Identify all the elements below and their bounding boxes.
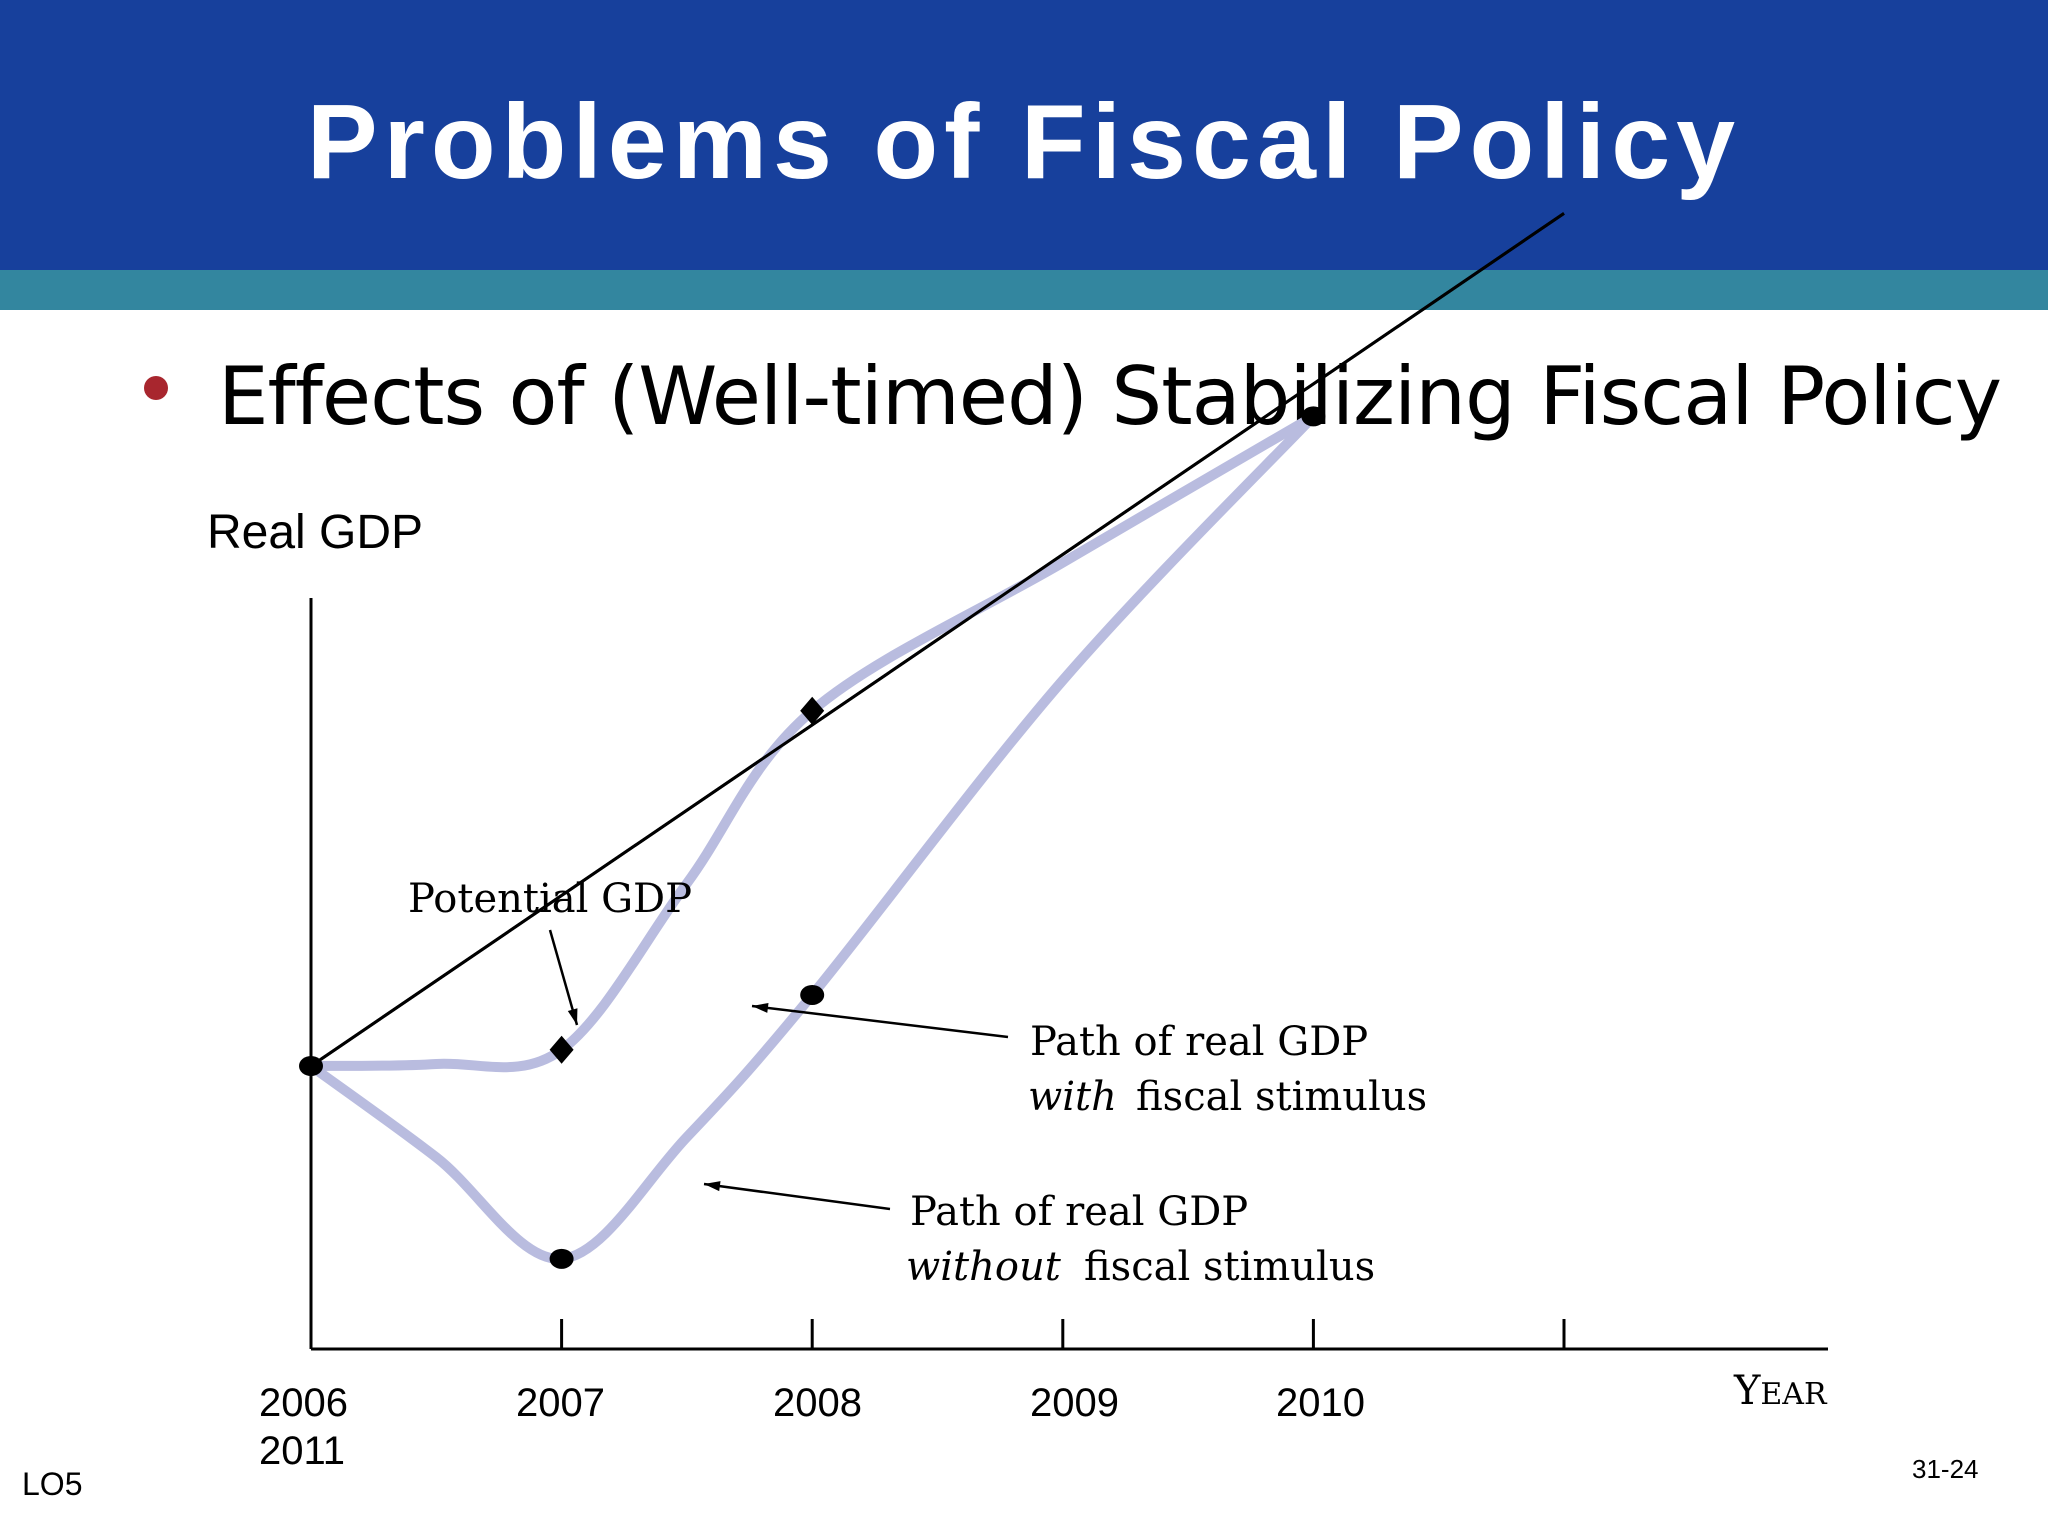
slide-title: Problems of Fiscal Policy	[306, 83, 1742, 201]
with-stimulus-arrow	[751, 1004, 1009, 1039]
slide-number: 31-24	[1912, 1454, 1979, 1484]
with-stimulus-arrow-head	[752, 1002, 769, 1013]
series-potential-gdp-line-overlay	[310, 212, 1565, 1068]
potential-gdp-arrow-head	[567, 1008, 578, 1025]
without-stimulus-arrow-head	[704, 1181, 721, 1192]
x-tick-label: 2009	[1030, 1381, 1119, 1425]
x-tick-label: 2010	[1276, 1381, 1365, 1425]
data-point-circle	[299, 1056, 323, 1076]
data-point-circle	[1301, 406, 1326, 427]
without-stimulus-label-italic: without	[906, 1244, 1062, 1290]
bullet-text: Effects of (Well-timed) Stabilizing Fisc…	[218, 350, 2002, 443]
with-stimulus-label-italic: with	[1028, 1074, 1117, 1120]
y-axis-label: Real GDP	[207, 506, 423, 559]
without-stimulus-arrow	[703, 1182, 891, 1211]
data-point-circle	[549, 1248, 574, 1269]
without-stimulus-label-line2: fiscal stimulus	[1084, 1244, 1375, 1290]
chart-labels: Potential GDP Path of real GDP with fiscal …	[207, 506, 1828, 1473]
x-tick-label: 2008	[773, 1381, 862, 1425]
without-stimulus-label-line1: Path of real GDP	[910, 1189, 1248, 1235]
bullet-point-icon	[144, 376, 168, 400]
with-stimulus-label-line2: fiscal stimulus	[1136, 1074, 1427, 1120]
potential-gdp-label: Potential GDP	[408, 876, 692, 922]
x-tick-label: 2006	[259, 1381, 348, 1425]
chart-series	[306, 212, 1565, 1264]
series-without-stimulus-line	[306, 411, 1319, 1264]
data-point-diamond	[549, 1035, 574, 1064]
x-tick-label: 2007	[516, 1381, 605, 1425]
x-axis-label: YEAR	[1733, 1368, 1828, 1414]
chart-axes	[309, 598, 1828, 1351]
potential-gdp-arrow	[548, 929, 579, 1026]
data-point-circle	[800, 984, 825, 1005]
chart-annotations	[548, 929, 1009, 1211]
learning-objective-label: LO5	[22, 1466, 83, 1502]
chart-markers	[299, 406, 1326, 1269]
title-bar: Problems of Fiscal Policy	[0, 0, 2048, 270]
with-stimulus-label-line1: Path of real GDP	[1030, 1019, 1368, 1065]
series-with-stimulus-line	[306, 411, 1319, 1073]
accent-bar	[0, 270, 2048, 310]
data-point-diamond	[800, 696, 825, 725]
x-tick-label: 2011	[259, 1429, 345, 1473]
